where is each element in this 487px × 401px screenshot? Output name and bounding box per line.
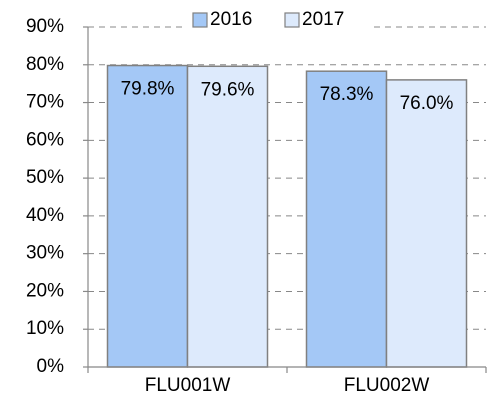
legend-label: 2016 [210, 9, 252, 30]
data-label: 76.0% [400, 93, 454, 114]
y-tick-label: 60% [26, 129, 64, 150]
y-tick-label: 20% [26, 280, 64, 301]
data-label: 78.3% [320, 84, 374, 105]
legend-label: 2017 [302, 9, 344, 30]
data-label: 79.8% [121, 79, 175, 100]
bar [305, 70, 388, 368]
y-tick-label: 80% [26, 54, 64, 75]
y-tick-label: 0% [37, 356, 65, 377]
y-tick-label: 70% [26, 92, 64, 113]
y-tick-label: 10% [26, 318, 64, 339]
bar [106, 64, 189, 368]
legend-swatch [284, 12, 300, 28]
x-tick-label: FLU001W [145, 375, 231, 396]
bar [186, 65, 269, 368]
bar [385, 79, 468, 368]
y-tick-label: 50% [26, 167, 64, 188]
x-tick-label: FLU002W [344, 375, 430, 396]
legend-swatch [192, 12, 208, 28]
y-tick-label: 90% [26, 16, 64, 37]
data-label: 79.6% [201, 79, 255, 100]
legend-background [186, 8, 372, 34]
y-tick-label: 40% [26, 205, 64, 226]
y-tick-label: 30% [26, 243, 64, 264]
